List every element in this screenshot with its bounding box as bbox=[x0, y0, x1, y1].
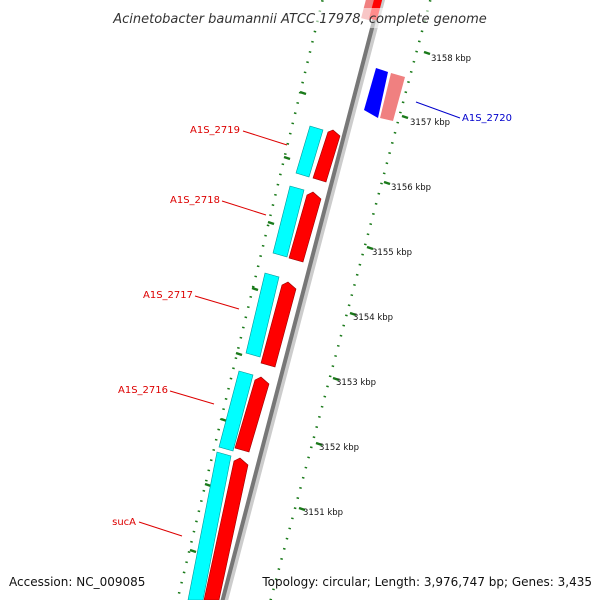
cds-a1s-2720 bbox=[364, 68, 388, 118]
tick-label-3158: 3158 kbp bbox=[431, 54, 471, 64]
gene-label-a1s-2720: A1S_2720 bbox=[462, 113, 512, 124]
tick-label-3152: 3152 kbp bbox=[319, 443, 359, 453]
leader-suca bbox=[138, 521, 183, 537]
leader-a1s-2718 bbox=[221, 200, 267, 216]
tick-label-3154: 3154 kbp bbox=[353, 313, 393, 323]
reverse-cds-track bbox=[187, 125, 324, 600]
tick-label-3156: 3156 kbp bbox=[391, 183, 431, 193]
map-title: Acinetobacter baumannii ATCC 17978, comp… bbox=[112, 12, 487, 27]
cds-forward-2717 bbox=[260, 281, 297, 368]
gene-label-a1s-2716: A1S_2716 bbox=[118, 385, 168, 396]
cds-forward-2718 bbox=[288, 191, 322, 263]
tick-label-3153: 3153 kbp bbox=[336, 378, 376, 388]
title-backdrop bbox=[95, 8, 505, 28]
map-track-group: 3158 kbp 3157 kbp 3156 kbp 3155 kbp 3154… bbox=[112, 0, 512, 600]
cds-forward-2719 bbox=[312, 129, 341, 183]
inner-dotted-track bbox=[176, 0, 324, 600]
cds-forward-suca bbox=[203, 457, 249, 600]
cds-reverse-2716 bbox=[218, 370, 254, 452]
cds-forward-2716 bbox=[234, 376, 270, 453]
inner-tick-marks bbox=[189, 90, 307, 554]
gene-label-a1s-2717: A1S_2717 bbox=[143, 290, 193, 301]
tick-label-3155: 3155 kbp bbox=[372, 248, 412, 258]
cds-reverse-suca bbox=[187, 451, 232, 600]
cds-reverse-2717 bbox=[245, 272, 280, 358]
tick-label-3151: 3151 kbp bbox=[303, 508, 343, 518]
genome-backbone bbox=[220, 0, 382, 600]
leader-a1s-2717 bbox=[194, 295, 240, 310]
gene-label-leaders bbox=[138, 101, 461, 537]
ruler-tick-labels: 3158 kbp 3157 kbp 3156 kbp 3155 kbp 3154… bbox=[303, 54, 471, 518]
cds-reverse-2718 bbox=[272, 185, 305, 258]
leader-a1s-2719 bbox=[242, 130, 288, 146]
gene-label-suca: sucA bbox=[112, 517, 136, 528]
accession-text: Accession: NC_009085 bbox=[9, 575, 145, 589]
forward-cds-track bbox=[203, 129, 341, 600]
topology-summary-text: Topology: circular; Length: 3,976,747 bp… bbox=[261, 575, 592, 589]
leader-a1s-2716 bbox=[169, 390, 215, 405]
cds-reverse-2719 bbox=[295, 125, 324, 178]
gene-label-a1s-2718: A1S_2718 bbox=[170, 195, 220, 206]
cds-a1s-2720-partner bbox=[380, 73, 405, 121]
gene-label-a1s-2719: A1S_2719 bbox=[190, 125, 240, 136]
gene-labels: A1S_2720 A1S_2719 A1S_2718 A1S_2717 A1S_… bbox=[112, 113, 512, 528]
outer-tick-marks bbox=[298, 50, 431, 512]
leader-a1s-2720 bbox=[415, 101, 461, 119]
tick-label-3157: 3157 kbp bbox=[410, 118, 450, 128]
